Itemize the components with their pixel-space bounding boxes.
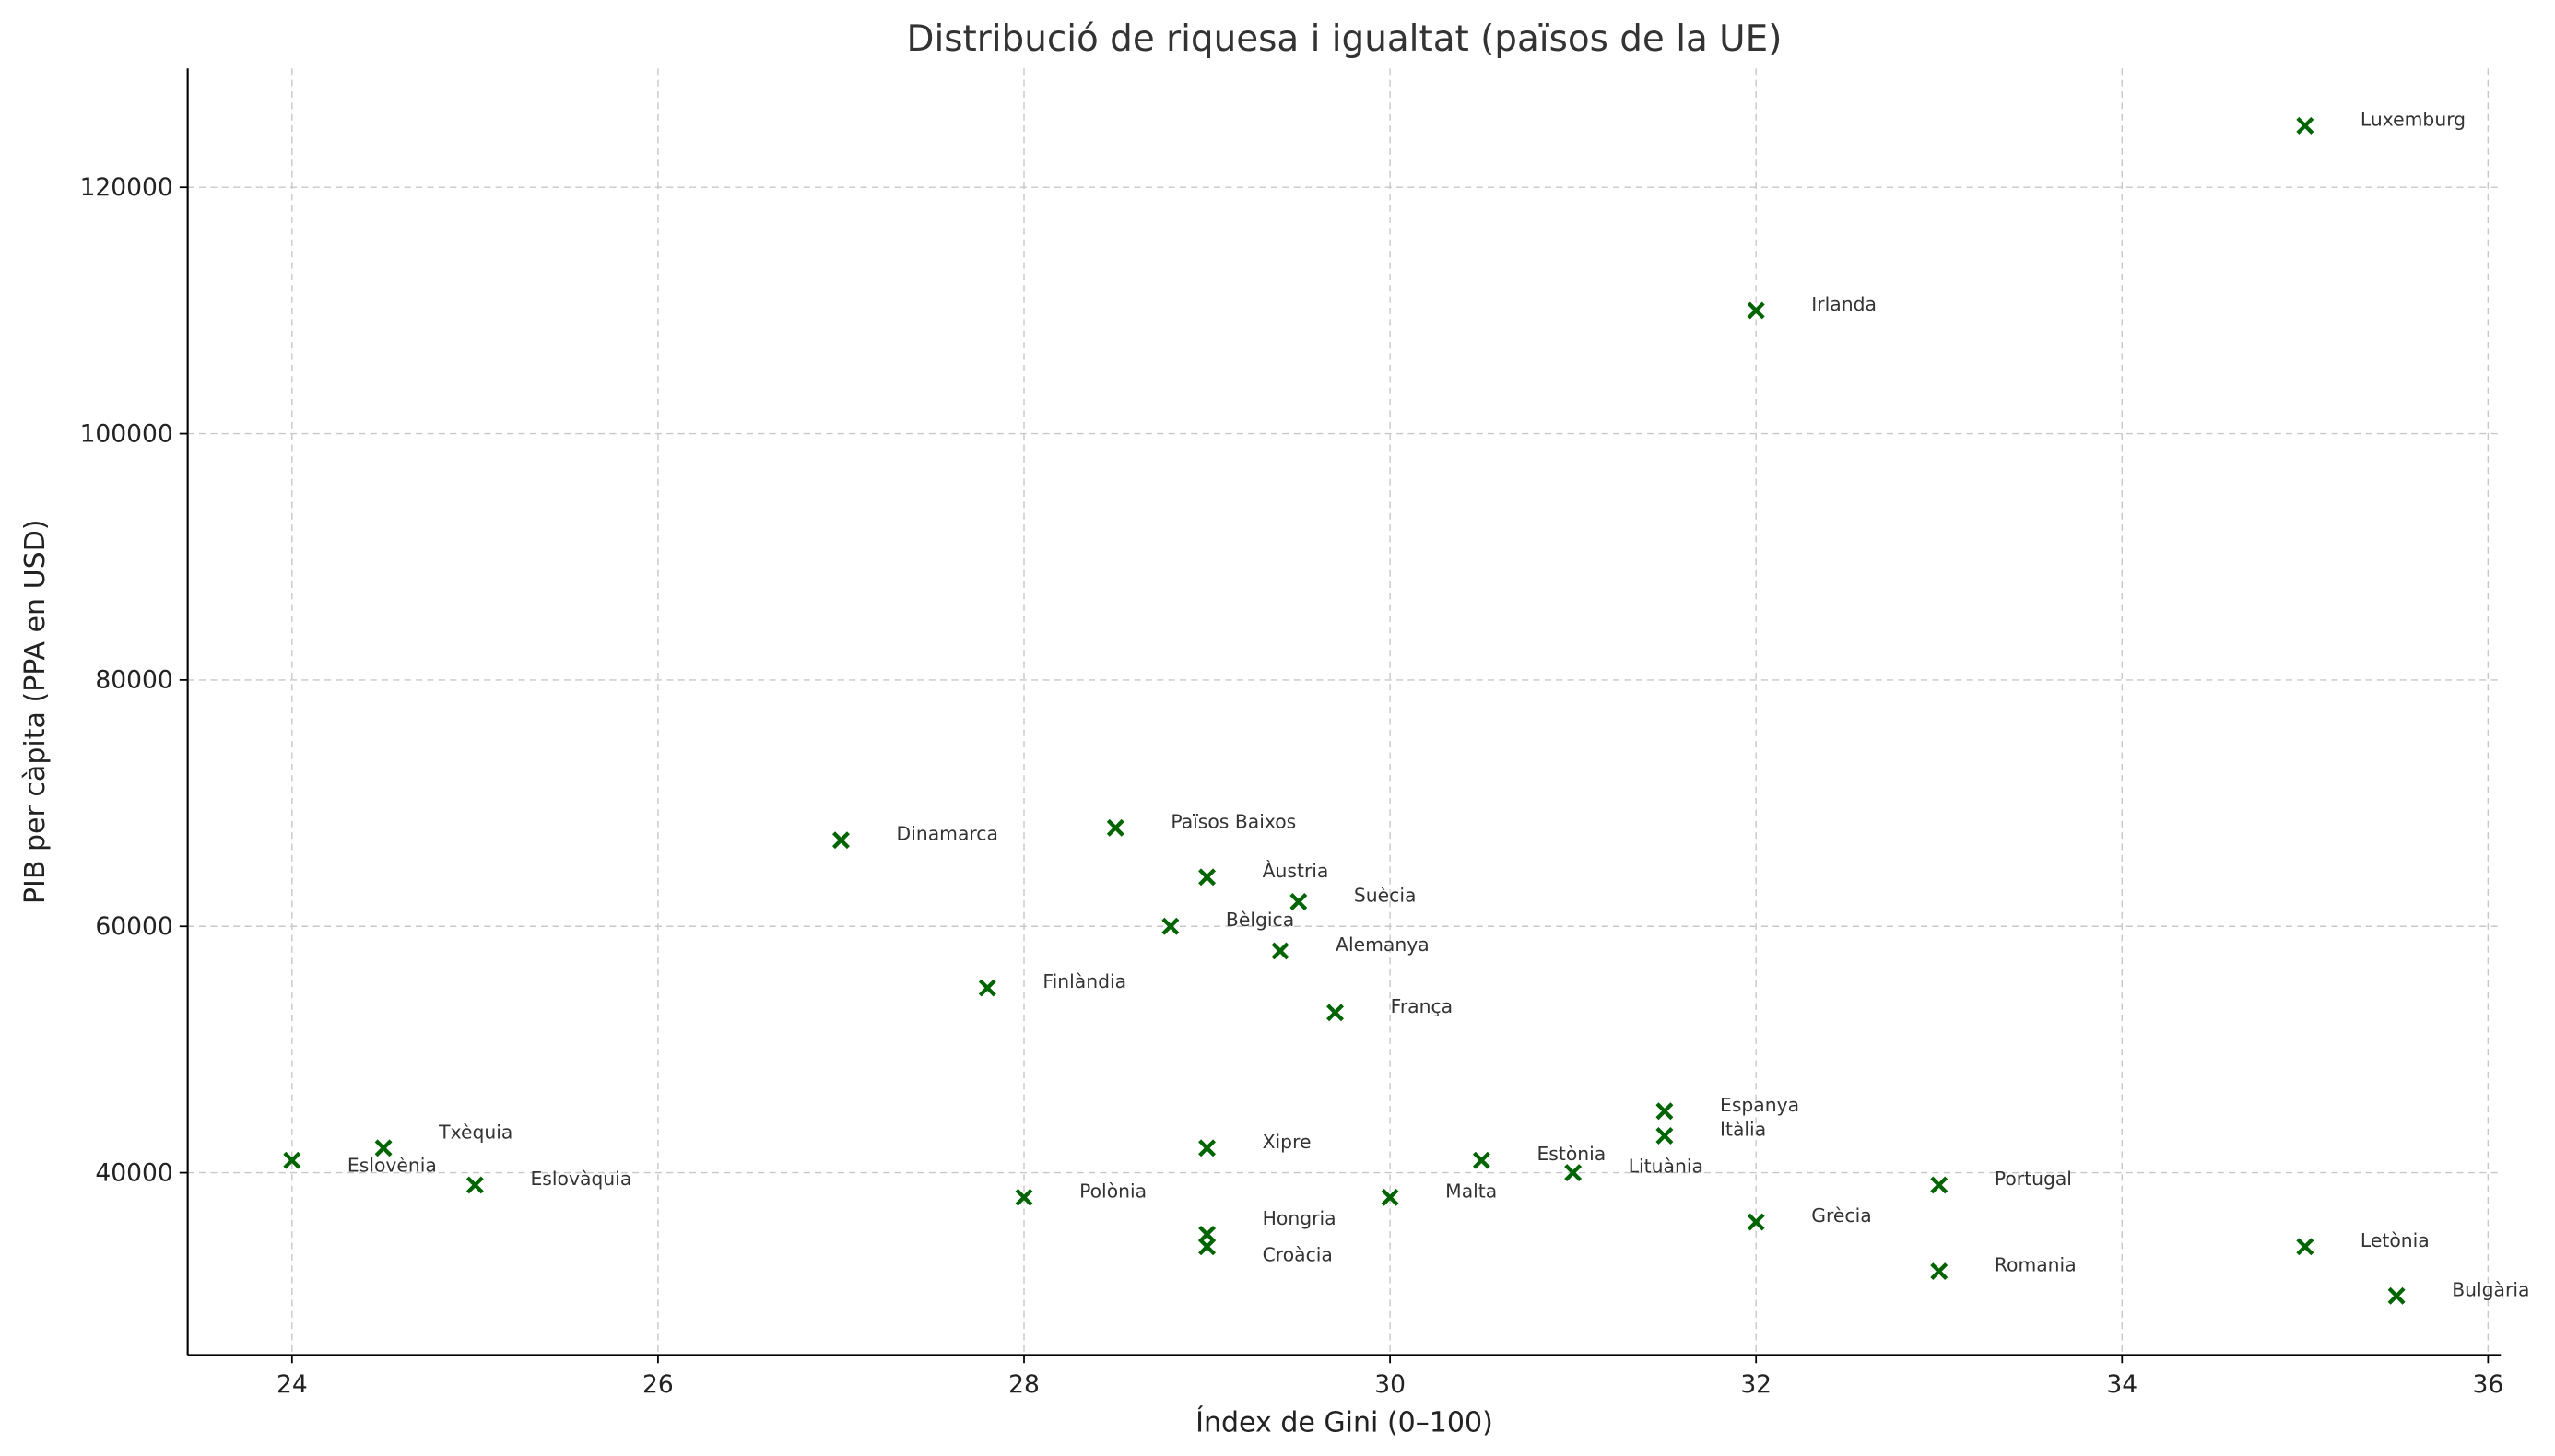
x-marker <box>1655 1127 1674 1145</box>
point-label: Luxemburg <box>2361 108 2466 130</box>
data-point: Polònia <box>1015 1180 1147 1206</box>
x-marker <box>2296 1238 2314 1256</box>
point-label: Xipre <box>1263 1131 1312 1153</box>
x-tick-label: 24 <box>277 1370 308 1399</box>
data-point: Estònia <box>1472 1143 1606 1169</box>
y-tick-label: 80000 <box>95 666 172 695</box>
data-point: Malta <box>1381 1180 1497 1206</box>
point-label: Eslovàquia <box>530 1168 631 1190</box>
x-marker <box>1747 301 1765 320</box>
x-marker <box>832 831 850 850</box>
x-marker <box>2296 116 2314 135</box>
chart-title: Distribució de riquesa i igualtat (païso… <box>907 18 1783 60</box>
point-label: Espanya <box>1720 1094 1799 1116</box>
x-tick-label: 28 <box>1008 1370 1040 1399</box>
data-point: Bulgària <box>2387 1278 2529 1305</box>
x-marker <box>1161 917 1180 935</box>
point-label: Itàlia <box>1720 1118 1766 1140</box>
point-label: Portugal <box>1995 1168 2072 1190</box>
data-point: Eslovènia <box>283 1151 437 1177</box>
point-label: Estònia <box>1537 1143 1606 1165</box>
x-marker <box>1271 942 1289 960</box>
x-marker <box>1198 1139 1217 1157</box>
point-label: Malta <box>1445 1180 1497 1202</box>
data-point: Dinamarca <box>832 823 998 850</box>
point-label: Txèquia <box>438 1121 512 1143</box>
point-label: Països Baixos <box>1171 810 1296 832</box>
x-marker <box>1106 818 1124 837</box>
point-label: Croàcia <box>1263 1244 1333 1266</box>
point-label: Irlanda <box>1811 293 1877 315</box>
x-marker <box>374 1139 393 1157</box>
y-axis-label: PIB per càpita (PPA en USD) <box>19 520 52 905</box>
x-marker <box>465 1176 484 1194</box>
x-tick-label: 34 <box>2106 1370 2137 1399</box>
data-point: Romania <box>1930 1254 2077 1280</box>
data-point: Grècia <box>1747 1204 1872 1231</box>
point-label: França <box>1391 995 1454 1017</box>
x-marker <box>1326 1004 1344 1022</box>
data-point: Itàlia <box>1655 1118 1766 1145</box>
data-point: França <box>1326 995 1454 1022</box>
point-label: Finlàndia <box>1042 970 1126 992</box>
data-point: Àustria <box>1198 859 1329 887</box>
x-axis-label: Índex de Gini (0–100) <box>1195 1405 1493 1438</box>
x-marker <box>1198 1238 1217 1256</box>
x-marker <box>1381 1188 1399 1206</box>
data-point: Finlàndia <box>978 970 1126 997</box>
x-marker <box>1564 1164 1583 1182</box>
data-point: Alemanya <box>1271 933 1430 960</box>
data-point: Hongria <box>1198 1207 1336 1243</box>
x-tick-label: 30 <box>1374 1370 1406 1399</box>
y-tick-label: 100000 <box>80 419 173 448</box>
x-marker <box>978 979 996 997</box>
point-label: Eslovènia <box>347 1155 437 1177</box>
data-points: Luxemburg Irlanda Dinamarca Països Baixos Àu… <box>283 108 2529 1305</box>
data-point: Letònia <box>2296 1229 2430 1256</box>
x-marker <box>1472 1151 1490 1169</box>
x-tick-label: 26 <box>642 1370 674 1399</box>
x-marker <box>1930 1262 1949 1280</box>
point-label: Àustria <box>1263 859 1329 882</box>
y-tick-label: 40000 <box>95 1158 172 1187</box>
data-point: Irlanda <box>1747 293 1877 320</box>
data-point: Països Baixos <box>1106 810 1296 837</box>
point-label: Grècia <box>1811 1204 1871 1227</box>
data-point: Xipre <box>1198 1131 1312 1157</box>
y-tick-label: 120000 <box>80 173 173 202</box>
y-tick-label: 60000 <box>95 912 172 941</box>
x-marker <box>2387 1286 2406 1305</box>
data-point: Luxemburg <box>2296 108 2466 135</box>
point-label: Bèlgica <box>1226 909 1294 931</box>
data-point: Portugal <box>1930 1168 2072 1194</box>
data-point: Croàcia <box>1198 1238 1333 1266</box>
point-label: Dinamarca <box>897 823 998 845</box>
x-marker <box>1930 1176 1949 1194</box>
point-label: Lituània <box>1629 1156 1703 1178</box>
x-marker <box>1747 1213 1765 1231</box>
point-label: Bulgària <box>2452 1278 2529 1300</box>
data-point: Bèlgica <box>1161 909 1294 935</box>
x-marker <box>1015 1188 1033 1206</box>
x-marker <box>283 1151 301 1169</box>
data-point: Txèquia <box>374 1121 512 1157</box>
x-marker <box>1655 1102 1674 1121</box>
point-label: Romania <box>1995 1254 2077 1276</box>
x-marker <box>1198 868 1217 887</box>
point-label: Suècia <box>1354 885 1417 907</box>
x-marker <box>1289 893 1308 910</box>
point-label: Hongria <box>1263 1207 1336 1229</box>
point-label: Polònia <box>1079 1180 1147 1202</box>
ticks: 24 26 28 30 32 34 36 40000 60000 80000 100000 12000… <box>80 173 2504 1399</box>
x-tick-label: 36 <box>2473 1370 2504 1399</box>
x-tick-label: 32 <box>1740 1370 1772 1399</box>
data-point: Eslovàquia <box>465 1168 631 1194</box>
grid <box>187 68 2502 1356</box>
data-point: Suècia <box>1289 885 1417 910</box>
point-label: Letònia <box>2361 1229 2430 1251</box>
data-point: Lituània <box>1564 1156 1703 1182</box>
data-point: Espanya <box>1655 1094 1799 1121</box>
point-label: Alemanya <box>1336 933 1430 956</box>
